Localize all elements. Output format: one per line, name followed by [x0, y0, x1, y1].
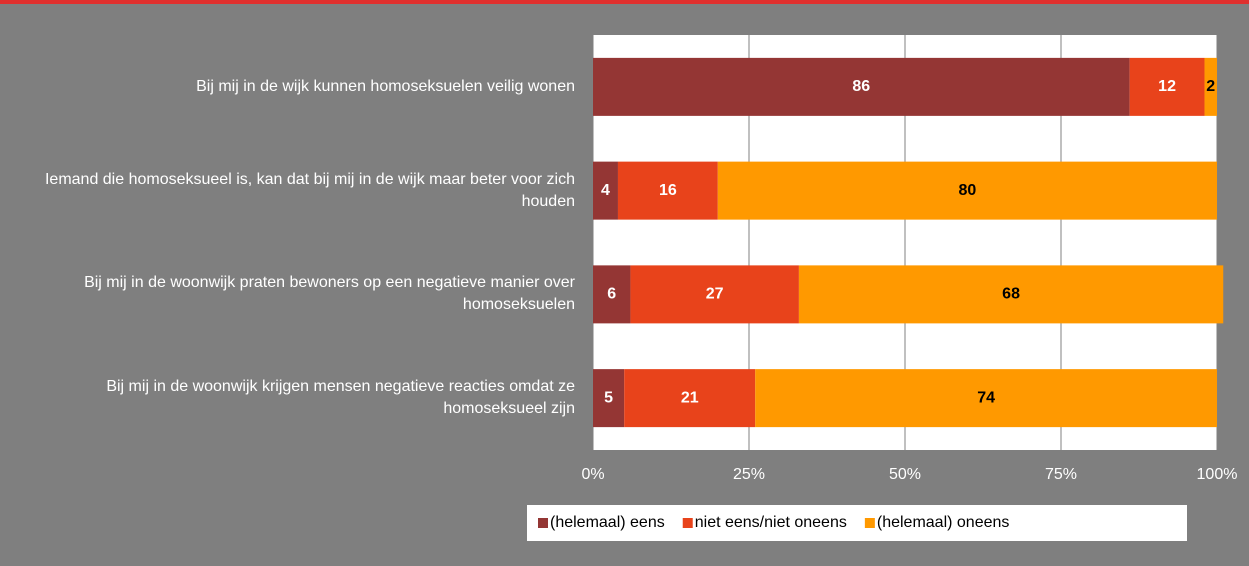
data-label: 21	[681, 389, 699, 406]
bar-segment	[624, 369, 756, 428]
bar-segment	[1129, 57, 1205, 116]
bar-segment	[593, 161, 618, 220]
bar-segment	[593, 369, 625, 428]
bar-segment	[593, 265, 631, 324]
data-label: 5	[604, 389, 613, 406]
bar-segment	[617, 161, 718, 220]
y-tick-label: Bij mij in de woonwijk praten bewoners o…	[84, 274, 575, 314]
data-label: 4	[601, 182, 610, 199]
legend-label: (helemaal) oneens	[877, 514, 1010, 531]
data-label: 80	[959, 182, 977, 199]
legend-swatch	[538, 518, 548, 528]
y-tick-label: Bij mij in de wijk kunnen homoseksuelen …	[196, 77, 575, 95]
bar-segment	[630, 265, 799, 324]
top-rule	[0, 0, 1249, 4]
legend-label: (helemaal) eens	[550, 514, 665, 531]
y-tick-label: Iemand die homoseksueel is, kan dat bij …	[44, 170, 575, 210]
x-tick-label: 50%	[889, 466, 921, 483]
data-label: 86	[852, 78, 870, 95]
bar-segment	[1204, 57, 1217, 116]
data-label: 6	[607, 286, 616, 303]
bar-segment	[798, 265, 1224, 324]
bar-segment	[755, 369, 1217, 428]
y-tick-label: Bij mij in de woonwijk krijgen mensen ne…	[106, 378, 575, 418]
data-label: 12	[1158, 78, 1176, 95]
legend-box	[527, 505, 1187, 541]
x-tick-label: 25%	[733, 466, 765, 483]
bar-segment	[717, 161, 1217, 220]
x-tick-label: 100%	[1197, 466, 1238, 483]
data-label: 16	[659, 182, 677, 199]
data-label: 27	[706, 286, 724, 303]
data-label: 68	[1002, 286, 1020, 303]
data-label: 74	[977, 389, 995, 406]
data-label: 2	[1206, 78, 1215, 95]
legend-swatch	[682, 518, 693, 528]
legend-swatch	[864, 518, 875, 528]
legend-label: niet eens/niet oneens	[695, 514, 847, 531]
x-tick-label: 0%	[581, 466, 604, 483]
bar-segment	[593, 57, 1130, 116]
x-tick-label: 75%	[1045, 466, 1077, 483]
